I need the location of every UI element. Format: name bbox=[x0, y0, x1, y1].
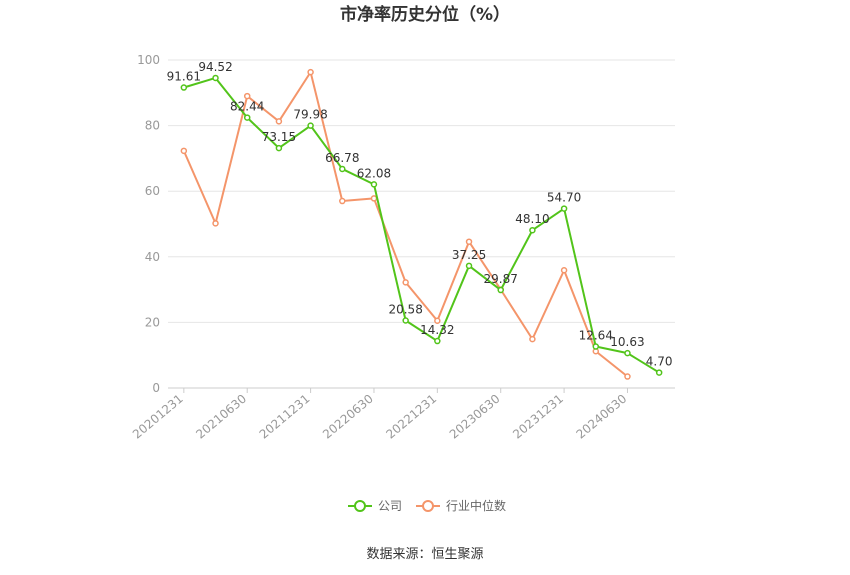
y-axis: 0 20 40 60 80 100 bbox=[137, 53, 160, 395]
x-tick-label: 20220630 bbox=[320, 392, 376, 442]
y-tick-label: 60 bbox=[145, 184, 160, 198]
data-label: 37.25 bbox=[452, 248, 486, 262]
y-tick-label: 40 bbox=[145, 250, 160, 264]
data-label: 12.64 bbox=[579, 329, 613, 343]
data-point[interactable] bbox=[465, 238, 473, 245]
data-label: 29.87 bbox=[484, 272, 518, 286]
x-axis: 20201231 20210630 20211231 20220630 20221231… bbox=[130, 387, 675, 442]
data-label: 20.58 bbox=[388, 302, 422, 316]
data-point[interactable] bbox=[370, 195, 378, 202]
data-label: 54.70 bbox=[547, 191, 581, 205]
data-label: 14.32 bbox=[420, 323, 454, 337]
data-point[interactable] bbox=[497, 286, 504, 294]
data-point[interactable] bbox=[180, 147, 188, 155]
data-point[interactable] bbox=[402, 317, 409, 324]
data-point[interactable] bbox=[624, 373, 631, 380]
data-label: 79.98 bbox=[293, 108, 327, 122]
data-label: 62.08 bbox=[357, 166, 391, 180]
data-point[interactable] bbox=[655, 369, 663, 376]
y-tick-label: 100 bbox=[137, 53, 160, 67]
legend-swatch-marker bbox=[422, 500, 434, 512]
data-label: 48.10 bbox=[515, 212, 549, 226]
data-point[interactable] bbox=[275, 118, 283, 125]
data-point[interactable] bbox=[180, 84, 188, 91]
data-point[interactable] bbox=[465, 262, 473, 270]
data-point[interactable] bbox=[624, 349, 631, 357]
x-tick-label: 20201231 bbox=[130, 392, 186, 442]
data-point[interactable] bbox=[434, 317, 441, 325]
data-point[interactable] bbox=[592, 343, 600, 350]
y-tick-label: 0 bbox=[152, 381, 160, 395]
data-point[interactable] bbox=[529, 226, 536, 234]
data-point[interactable] bbox=[434, 337, 441, 345]
data-point[interactable] bbox=[307, 68, 314, 76]
data-point[interactable] bbox=[243, 92, 251, 100]
data-point[interactable] bbox=[529, 335, 536, 343]
data-point[interactable] bbox=[275, 144, 283, 152]
data-label: 66.78 bbox=[325, 151, 359, 165]
series-line bbox=[183, 76, 660, 374]
data-label: 82.44 bbox=[230, 100, 264, 114]
legend-label: 行业中位数 bbox=[446, 498, 506, 513]
x-tick-label: 20240630 bbox=[574, 392, 630, 442]
chart-title: 市净率历史分位（%） bbox=[340, 4, 510, 25]
series-layer bbox=[180, 68, 663, 380]
legend-label: 公司 bbox=[378, 499, 402, 513]
data-point[interactable] bbox=[212, 74, 219, 82]
x-tick-label: 20221231 bbox=[383, 392, 439, 442]
data-point[interactable] bbox=[243, 114, 251, 121]
data-point[interactable] bbox=[560, 266, 568, 274]
y-tick-label: 20 bbox=[145, 315, 160, 329]
x-tick-label: 20211231 bbox=[257, 392, 313, 442]
data-point[interactable] bbox=[370, 181, 378, 188]
legend[interactable]: 公司 行业中位数 bbox=[348, 498, 506, 513]
y-tick-label: 80 bbox=[145, 119, 160, 133]
data-label: 73.15 bbox=[262, 130, 296, 144]
data-label: 4.70 bbox=[646, 355, 673, 369]
data-label: 94.52 bbox=[198, 60, 232, 74]
data-label: 91.61 bbox=[167, 70, 201, 84]
x-tick-label: 20210630 bbox=[193, 392, 249, 442]
legend-swatch-marker bbox=[354, 500, 366, 512]
data-point[interactable] bbox=[307, 122, 314, 129]
data-point[interactable] bbox=[402, 279, 409, 286]
data-label: 10.63 bbox=[610, 335, 644, 349]
legend-item[interactable]: 行业中位数 bbox=[416, 498, 506, 513]
legend-item[interactable]: 公司 bbox=[348, 499, 402, 513]
data-point[interactable] bbox=[339, 165, 346, 173]
data-point[interactable] bbox=[212, 220, 219, 227]
x-tick-label: 20230630 bbox=[447, 392, 503, 442]
data-point[interactable] bbox=[560, 205, 568, 212]
data-point[interactable] bbox=[339, 197, 346, 205]
x-tick-label: 20231231 bbox=[510, 392, 566, 442]
source-note: 数据来源：恒生聚源 bbox=[366, 547, 483, 562]
